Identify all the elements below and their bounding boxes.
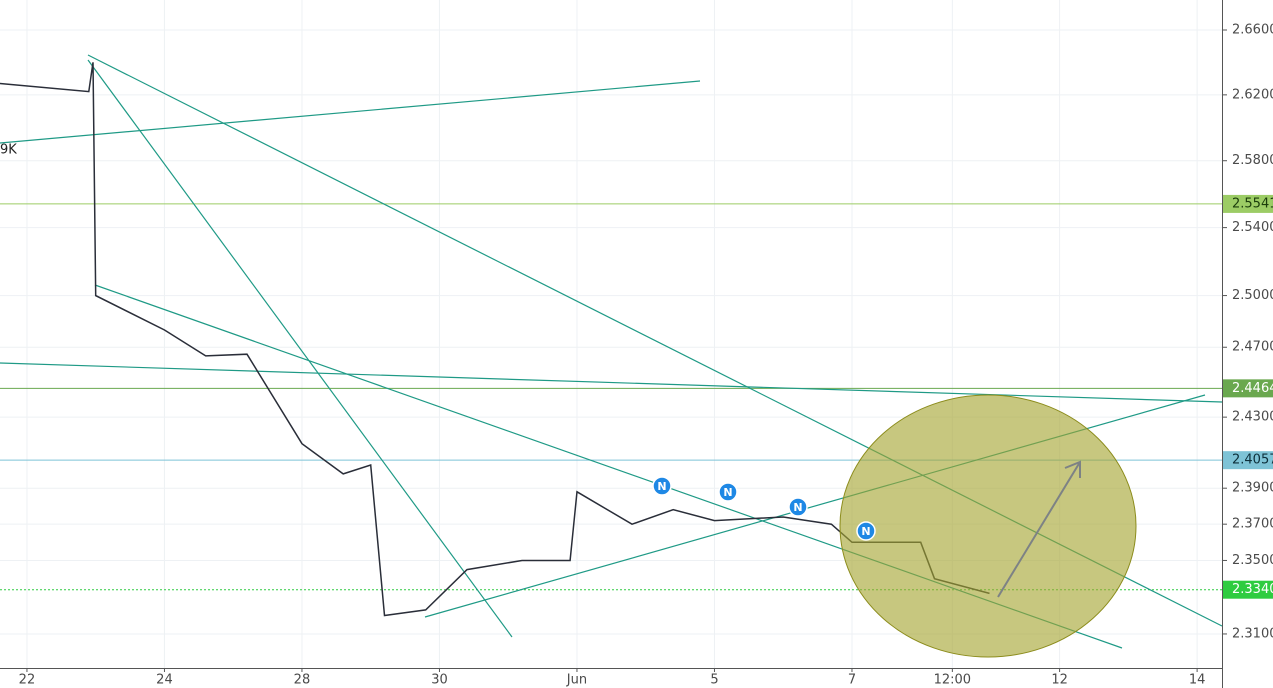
x-tick-label: 30 — [431, 673, 448, 688]
arrow — [997, 460, 1081, 598]
grid — [0, 0, 1222, 668]
x-tick-label: Jun — [566, 673, 587, 688]
axis-labels: 2.6600 2.6200 2.5800 2.5400 2.5000 2.4700 2.43… — [19, 22, 1273, 688]
price-label: 2.4464 — [1232, 381, 1273, 396]
trend-line — [0, 80, 701, 144]
price-label-bg — [1223, 580, 1273, 599]
news-marker-label: N — [657, 480, 666, 493]
news-marker-label: N — [793, 501, 802, 514]
y-tick-label: 2.5800 — [1232, 153, 1273, 168]
x-tick-label: 22 — [19, 673, 36, 688]
y-tick-label: 2.4700 — [1232, 340, 1273, 355]
price-label-bg — [1223, 194, 1273, 213]
news-marker-label: N — [861, 525, 870, 538]
y-tick-label: 2.5000 — [1232, 288, 1273, 303]
y-tick-label: 2.5400 — [1232, 220, 1273, 235]
trend-line — [87, 59, 513, 638]
trend-line — [0, 362, 1223, 403]
highlight-ellipse — [839, 394, 1137, 658]
x-tick-label: 5 — [710, 673, 718, 688]
price-label: 2.4057 — [1232, 453, 1273, 468]
news-marker-label: N — [723, 486, 732, 499]
price-label: 2.3340 — [1232, 582, 1273, 597]
x-tick-label: 7 — [848, 673, 856, 688]
y-tick-label: 2.6600 — [1232, 22, 1273, 37]
y-tick-label: 2.3700 — [1232, 517, 1273, 532]
y-tick-label: 2.6200 — [1232, 87, 1273, 102]
y-tick-label: 2.3900 — [1232, 481, 1273, 496]
x-tick-label: 12:00 — [934, 673, 971, 688]
markers: N N N N — [652, 476, 876, 541]
price — [0, 62, 990, 617]
news-marker — [788, 497, 808, 517]
x-axis-bg — [0, 669, 1273, 688]
y-tick-label: 2.4300 — [1232, 410, 1273, 425]
volume-annotation: 9K — [0, 143, 17, 158]
x-tick-label: 24 — [156, 673, 173, 688]
x-tick-label: 14 — [1189, 673, 1206, 688]
y-tick-label: 2.3100 — [1232, 626, 1273, 641]
price-label: 2.5541 — [1232, 196, 1273, 211]
x-tick-label: 28 — [294, 673, 311, 688]
price-label-bg — [1223, 451, 1273, 470]
x-tick-label: 12 — [1051, 673, 1068, 688]
news-marker — [718, 482, 738, 502]
y-tick-label: 2.3500 — [1232, 553, 1273, 568]
price-label-bg — [1223, 379, 1273, 398]
price-line — [0, 62, 990, 617]
news-marker — [652, 476, 672, 496]
news-marker — [856, 521, 876, 541]
y-axis-bg — [1223, 0, 1273, 688]
